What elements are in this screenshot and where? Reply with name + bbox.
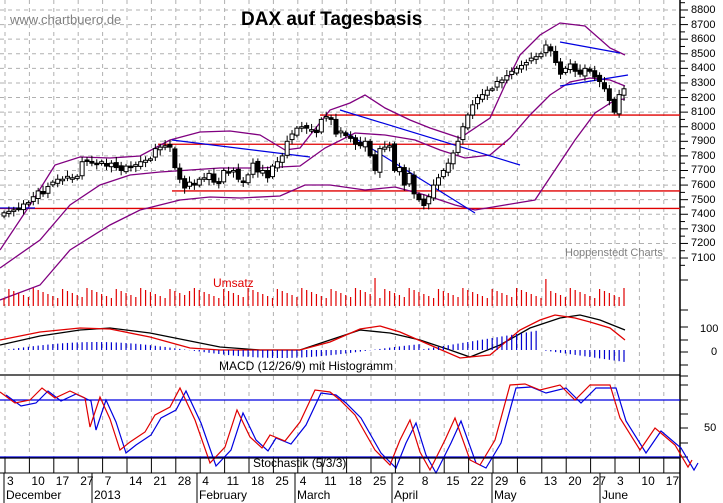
date-tick-label: 27 (592, 474, 606, 488)
month-label: 2013 (94, 488, 121, 502)
date-tick-label: 20 (568, 474, 582, 488)
price-tick-label: 8500 (691, 47, 716, 60)
date-tick-label: 4 (299, 474, 307, 488)
indicator-tick-label: 0 (711, 346, 718, 358)
source-label: Hoppenstedt Charts (565, 247, 663, 259)
date-tick-label: 29 (495, 474, 509, 488)
date-tick-label: 21 (153, 474, 167, 488)
indicator-tick-label: 100 (700, 323, 719, 335)
month-label: December (6, 488, 62, 502)
price-tick-label: 8800 (691, 4, 716, 16)
date-tick-label: 10 (641, 474, 655, 488)
macd-label: MACD (12/26/9) mit Histogramm (219, 359, 394, 373)
date-tick-label: 17 (55, 474, 70, 488)
price-tick-label: 7400 (691, 208, 716, 221)
price-tick-label: 8400 (691, 62, 716, 75)
date-tick-label: 11 (226, 474, 240, 488)
price-tick-label: 7100 (691, 252, 716, 265)
date-tick-label: 10 (31, 474, 45, 488)
price-tick-label: 7500 (691, 193, 716, 206)
date-tick-label: 17 (665, 474, 680, 488)
date-tick-label: 3 (617, 474, 624, 488)
date-tick-label: 11 (324, 474, 337, 488)
price-tick-label: 7300 (691, 222, 716, 235)
date-tick-label: 14 (129, 474, 143, 488)
price-tick-label: 8000 (691, 120, 716, 133)
date-tick-label: 4 (202, 474, 209, 488)
price-tick-label: 8100 (691, 106, 716, 119)
month-label: February (199, 488, 248, 502)
date-tick-label: 13 (543, 474, 558, 488)
date-tick-label: 25 (275, 474, 289, 488)
volume-label: Umsatz (213, 276, 254, 290)
stoch-label: Stochastik (5/3/3) (253, 456, 347, 470)
date-tick-label: 15 (446, 474, 460, 488)
date-tick-label: 18 (348, 474, 362, 488)
indicator-tick-label: 50 (704, 422, 717, 434)
date-tick-label: 2 (397, 474, 405, 488)
date-tick-label: 3 (7, 474, 14, 488)
date-tick-label: 8 (421, 474, 429, 488)
price-tick-label: 8300 (691, 76, 716, 89)
price-tick-label: 8600 (691, 33, 716, 46)
watermark: www.chartbuero.de (10, 12, 122, 27)
date-tick-label: 25 (373, 474, 387, 488)
price-tick-label: 7700 (691, 164, 716, 177)
price-tick-label: 8200 (691, 91, 716, 104)
price-tick-label: 7900 (691, 135, 716, 148)
price-tick-label: 7600 (691, 179, 716, 192)
chart-title: DAX auf Tagesbasis (241, 9, 423, 30)
price-tick-label: 7800 (691, 149, 716, 162)
price-tick-label: 8700 (691, 18, 716, 31)
month-label: June (602, 488, 629, 502)
month-label: March (297, 488, 331, 502)
date-tick-label: 7 (104, 474, 112, 488)
price-tick-label: 7200 (691, 237, 716, 250)
date-tick-label: 22 (470, 474, 484, 488)
month-label: April (394, 488, 419, 502)
date-tick-label: 27 (80, 474, 94, 488)
month-label: May (494, 488, 517, 502)
date-tick-label: 28 (177, 474, 192, 488)
date-tick-label: 6 (519, 474, 527, 488)
date-tick-label: 18 (251, 474, 265, 488)
